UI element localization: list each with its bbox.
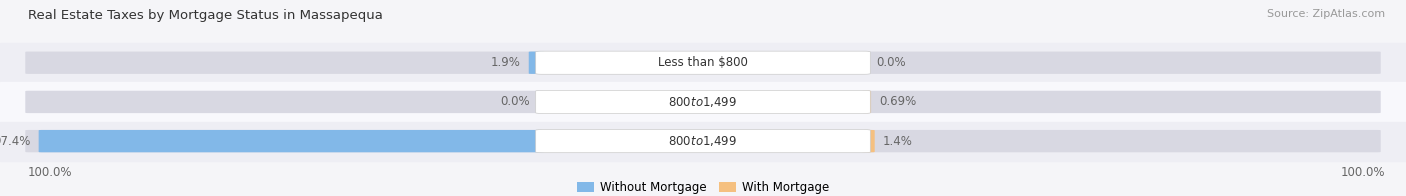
FancyBboxPatch shape [862, 130, 1381, 152]
Text: 1.9%: 1.9% [491, 56, 520, 69]
FancyBboxPatch shape [862, 130, 875, 152]
Text: $800 to $1,499: $800 to $1,499 [668, 134, 738, 148]
Text: 0.0%: 0.0% [876, 56, 905, 69]
FancyBboxPatch shape [25, 130, 544, 152]
FancyBboxPatch shape [536, 90, 870, 113]
FancyBboxPatch shape [38, 130, 544, 152]
FancyBboxPatch shape [529, 52, 544, 74]
Bar [0, 82, 1406, 122]
FancyBboxPatch shape [536, 130, 870, 153]
FancyBboxPatch shape [862, 91, 872, 113]
Legend: Without Mortgage, With Mortgage: Without Mortgage, With Mortgage [576, 181, 830, 194]
Text: Source: ZipAtlas.com: Source: ZipAtlas.com [1267, 9, 1385, 19]
FancyBboxPatch shape [862, 52, 1381, 74]
Text: 97.4%: 97.4% [0, 135, 30, 148]
Text: Real Estate Taxes by Mortgage Status in Massapequa: Real Estate Taxes by Mortgage Status in … [28, 9, 382, 22]
FancyBboxPatch shape [25, 52, 544, 74]
Bar [0, 122, 1406, 161]
FancyBboxPatch shape [25, 91, 544, 113]
FancyBboxPatch shape [536, 51, 870, 74]
Text: 0.69%: 0.69% [880, 95, 917, 108]
Text: 100.0%: 100.0% [1340, 166, 1385, 179]
FancyBboxPatch shape [862, 91, 1381, 113]
Text: 100.0%: 100.0% [28, 166, 73, 179]
Text: $800 to $1,499: $800 to $1,499 [668, 95, 738, 109]
Text: Less than $800: Less than $800 [658, 56, 748, 69]
Text: 1.4%: 1.4% [883, 135, 912, 148]
Text: 0.0%: 0.0% [501, 95, 530, 108]
Bar [0, 43, 1406, 82]
